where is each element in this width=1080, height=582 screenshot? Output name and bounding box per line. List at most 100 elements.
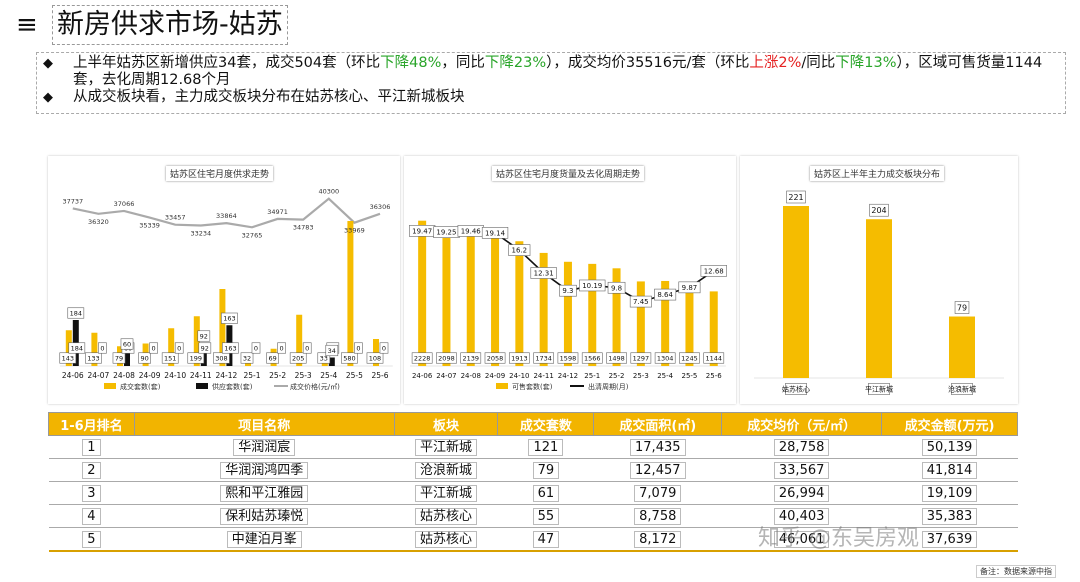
supply-label-box [302,342,312,354]
sold-label: 205 [292,354,304,362]
legend-label: 成交套数(套) [120,382,161,391]
sold-bar [91,332,98,366]
table-cell: 中建泊月峯 [134,527,395,552]
price-label: 36306 [370,203,391,211]
x-tick-label: 24-11 [533,372,553,380]
table-cell: 33,567 [721,458,882,482]
supply-top-label-box [197,330,211,342]
cell-value: 1 [82,438,101,456]
cell-value: 华润润宸 [233,438,296,456]
cycle-label-box [530,267,557,279]
price-label: 37066 [114,200,135,208]
sold-label: 79 [115,354,123,362]
cycle-label-box [678,281,701,294]
supply-label-box [251,342,261,354]
supply-label-box [222,342,239,354]
supply-label: 163 [224,344,236,352]
table-cell: 华润润鸿四季 [134,458,395,482]
inventory-cycle-chart-panel: 姑苏区住宅月度货量及去化周期走势 2228 24-06 2098 24-07 2139 2… [404,156,736,404]
supply-label: 184 [71,344,83,352]
table-cell: 121 [497,435,594,459]
cell-value: 35,383 [921,507,978,525]
column-header: 板块 [393,412,499,436]
cell-value: 26,994 [773,484,830,502]
sector-bar [949,316,975,378]
x-tick-label: 24-11 [190,371,212,380]
x-tick-label: 24-08 [113,371,135,380]
sector-chart-panel: 姑苏区上半年主力成交板块分布 221 姑苏核心 204 平江新城 79 沧浪新城 [740,156,1018,404]
chart-title: 姑苏区上半年主力成交板块分布 [810,166,944,181]
x-tick-label: 24-07 [88,371,110,380]
x-tick-label: 25-1 [243,371,260,380]
cell-value: 50,139 [921,438,978,456]
cell-value: 55 [532,507,560,525]
supply-label-box [174,342,184,354]
inventory-label-box [508,352,530,364]
table-cell: 平江新城 [394,435,498,459]
diamond-bullet-icon: ◆ [43,56,53,71]
sold-label: 133 [87,354,99,362]
table-cell: 5 [48,527,135,552]
inventory-label: 1566 [584,354,601,362]
sold-label-box [266,352,279,364]
x-tick-label: 24-12 [216,371,238,380]
cycle-label: 8.64 [657,291,673,299]
cycle-label: 7.45 [633,298,649,306]
x-tick-label: 24-06 [62,371,84,380]
inventory-label: 2058 [487,354,504,362]
inventory-bar [515,241,524,366]
price-label: 33969 [344,227,365,235]
cycle-label: 19.14 [485,229,506,237]
table-cell: 40,403 [721,504,882,528]
supply-label: 0 [305,344,309,352]
price-label: 32765 [242,231,263,239]
cell-value: 8,172 [634,530,682,548]
supply-label: 0 [100,344,104,352]
sold-label-box [366,352,384,364]
inventory-bar [612,268,621,366]
legend-swatch [104,383,116,389]
column-header: 成交金额(万元) [881,412,1018,436]
price-label: 37737 [62,197,83,205]
x-tick-label: 24-10 [509,372,529,380]
sold-label-box [85,352,102,364]
sector-tick-label: 姑苏核心 [782,385,810,394]
inventory-label: 1913 [511,354,528,362]
sector-value-label-box [954,301,970,314]
menu-icon[interactable]: ≡ [16,10,38,40]
sector-tick-label-box [868,383,890,395]
price-line [72,197,381,229]
price-label: 36320 [88,218,109,226]
cell-value: 3 [82,484,101,502]
supply-label-box [198,342,212,354]
table-cell: 8,172 [593,527,722,552]
table-cell: 55 [497,504,594,528]
sold-bar [168,328,175,366]
cell-value: 姑苏核心 [414,530,477,548]
supply-label: 0 [280,344,284,352]
table-cell: 华润润宸 [134,435,395,459]
table-header-row: 1-6月排名 项目名称 板块 成交套数 成交面积(㎡) 成交均价（元/㎡） 成交金额(万元) [48,412,1018,436]
sold-label-box [59,352,77,364]
table-cell: 28,758 [721,435,882,459]
table-cell: 平江新城 [394,481,498,505]
inventory-label-box [411,352,433,364]
ranking-table: 1-6月排名 项目名称 板块 成交套数 成交面积(㎡) 成交均价（元/㎡） 成交金额(万元)… [48,412,1018,552]
inventory-bar [539,252,548,366]
sold-label: 69 [268,354,276,362]
cell-value: 华润润鸿四季 [220,461,309,479]
cell-value: 121 [528,438,564,456]
table-cell: 61 [497,481,594,505]
supply-top-label-box [120,338,134,350]
supply-top-label: 60 [123,340,131,348]
x-tick-label: 25-2 [609,372,625,380]
cycle-label-box [481,227,509,239]
inventory-bar [685,284,694,366]
inventory-label: 2098 [438,354,455,362]
sold-label-box [161,352,179,364]
table-cell: 79 [497,458,594,482]
sold-label: 308 [215,354,227,362]
sold-label: 143 [62,354,74,362]
sold-label: 33 [320,354,328,362]
sold-label-box [341,352,358,364]
